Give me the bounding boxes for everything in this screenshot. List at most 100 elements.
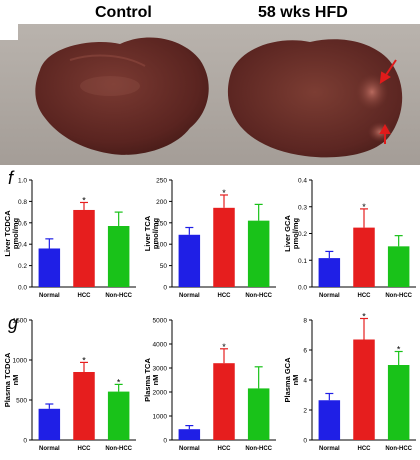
bar xyxy=(73,372,95,440)
y-tick-label: 4000 xyxy=(153,342,168,349)
y-axis-title: Liver GCA xyxy=(283,215,292,252)
bar xyxy=(353,339,375,440)
y-axis-title: Liver TCDCA xyxy=(3,210,12,257)
hfd-label: 58 wks HFD xyxy=(258,4,348,21)
y-tick-label: 0 xyxy=(163,285,167,292)
y-tick-label: 2000 xyxy=(153,390,168,397)
y-axis-label: Plasma TCA nM xyxy=(143,358,160,402)
arrow-icon xyxy=(379,59,397,84)
category-label: HCC xyxy=(218,446,232,452)
y-axis-title: Plasma TCA xyxy=(143,358,152,402)
category-label: Non-HCC xyxy=(245,293,272,299)
y-axis-label: Liver GCA pmol/mg xyxy=(283,215,300,252)
bar xyxy=(318,258,341,287)
bar xyxy=(247,220,270,287)
y-axis-label: Plasma GCA nM xyxy=(283,357,300,403)
photo-corner-mask xyxy=(0,0,18,40)
category-label: Normal xyxy=(39,293,60,299)
y-tick-label: 1.0 xyxy=(18,178,27,185)
bar xyxy=(387,365,410,440)
bar xyxy=(178,234,201,287)
y-tick-label: 4 xyxy=(303,378,307,385)
category-label: Non-HCC xyxy=(245,446,272,452)
y-axis-title: Plasma GCA xyxy=(283,357,292,403)
y-axis-unit: pmol/mg xyxy=(291,217,300,249)
y-tick-label: 0 xyxy=(303,438,307,445)
category-label: Non-HCC xyxy=(385,293,412,299)
y-axis-unit: nM xyxy=(291,375,300,386)
bar xyxy=(247,388,270,440)
y-axis-label: Plasma TCDCA nM xyxy=(3,352,20,407)
bar xyxy=(38,408,61,440)
y-tick-label: 0.2 xyxy=(18,263,27,270)
significance-label: * xyxy=(222,188,226,198)
significance-label: * xyxy=(82,355,86,365)
category-label: HCC xyxy=(358,446,372,452)
y-tick-label: 3000 xyxy=(153,366,168,373)
category-label: Normal xyxy=(319,446,340,452)
category-label: Non-HCC xyxy=(105,446,132,452)
significance-label: * xyxy=(117,377,121,387)
liver-photograph xyxy=(0,0,420,165)
y-axis-unit: nM xyxy=(11,375,20,386)
bar xyxy=(107,391,130,440)
y-tick-label: 0.4 xyxy=(298,178,307,185)
control-liver xyxy=(35,37,209,155)
y-tick-label: 0.6 xyxy=(18,220,27,227)
significance-label: * xyxy=(222,342,226,352)
category-label: Normal xyxy=(179,446,200,452)
y-tick-label: 50 xyxy=(160,263,168,270)
plasma-tcdca-chart: 0 500 1000 1500 Plasma TCDCA nM Normal * HCC * Non… xyxy=(3,318,136,452)
y-tick-label: 100 xyxy=(156,242,167,249)
control-label: Control xyxy=(95,4,152,21)
category-label: Normal xyxy=(179,293,200,299)
liver-gca-chart: 0.0 0.1 0.2 0.3 0.4 Liver GCA pmol/mg Normal * HC… xyxy=(283,178,416,299)
y-tick-label: 5000 xyxy=(153,318,168,325)
category-label: HCC xyxy=(218,293,232,299)
panel-label-g: g xyxy=(8,313,19,333)
y-tick-label: 250 xyxy=(156,178,167,185)
liver-tcdca-chart: 0.0 0.2 0.4 0.6 0.8 1.0 Liver TCDCA pmol/mg Norm… xyxy=(3,178,136,299)
bar xyxy=(387,246,410,287)
y-tick-label: 0.0 xyxy=(18,285,27,292)
y-tick-label: 0.8 xyxy=(18,199,27,206)
y-axis-unit: pmol/mg xyxy=(11,217,20,249)
y-tick-label: 1000 xyxy=(13,358,28,365)
hfd-liver xyxy=(227,39,403,158)
bar xyxy=(178,429,201,440)
y-tick-label: 2 xyxy=(303,408,307,415)
panel-label-f: f xyxy=(8,168,14,188)
category-label: Normal xyxy=(319,293,340,299)
plasma-tca-chart: 0 1000 2000 3000 4000 5000 Plasma TCA nM Normal *… xyxy=(143,318,276,452)
category-label: HCC xyxy=(358,293,372,299)
y-axis-unit: pmol/mg xyxy=(151,217,160,249)
significance-label: * xyxy=(362,202,366,212)
category-label: Normal xyxy=(39,446,60,452)
y-tick-label: 0.3 xyxy=(298,204,307,211)
y-axis-title: Liver TCA xyxy=(143,215,152,251)
y-tick-label: 500 xyxy=(16,398,27,405)
bar xyxy=(107,226,130,287)
category-label: Non-HCC xyxy=(105,293,132,299)
y-axis-label: Liver TCDCA pmol/mg xyxy=(3,210,20,257)
arrow-icon xyxy=(379,123,391,144)
y-tick-label: 200 xyxy=(156,199,167,206)
bar xyxy=(213,207,235,287)
bar xyxy=(38,248,61,287)
significance-label: * xyxy=(397,345,401,355)
y-tick-label: 1000 xyxy=(153,414,168,421)
category-label: Non-HCC xyxy=(385,446,412,452)
category-label: HCC xyxy=(78,446,92,452)
category-label: HCC xyxy=(78,293,92,299)
y-tick-label: 1500 xyxy=(13,318,28,325)
bar xyxy=(73,209,95,287)
plasma-gca-chart: 0 2 4 6 8 Plasma GCA nM Normal * HCC * Non-HCC xyxy=(283,312,416,452)
bar xyxy=(318,400,341,440)
y-axis-unit: nM xyxy=(151,375,160,386)
y-tick-label: 0.2 xyxy=(298,231,307,238)
significance-label: * xyxy=(82,195,86,205)
y-tick-label: 0 xyxy=(23,438,27,445)
significance-label: * xyxy=(362,312,366,322)
y-tick-label: 0.4 xyxy=(18,242,27,249)
y-tick-label: 0.0 xyxy=(298,285,307,292)
